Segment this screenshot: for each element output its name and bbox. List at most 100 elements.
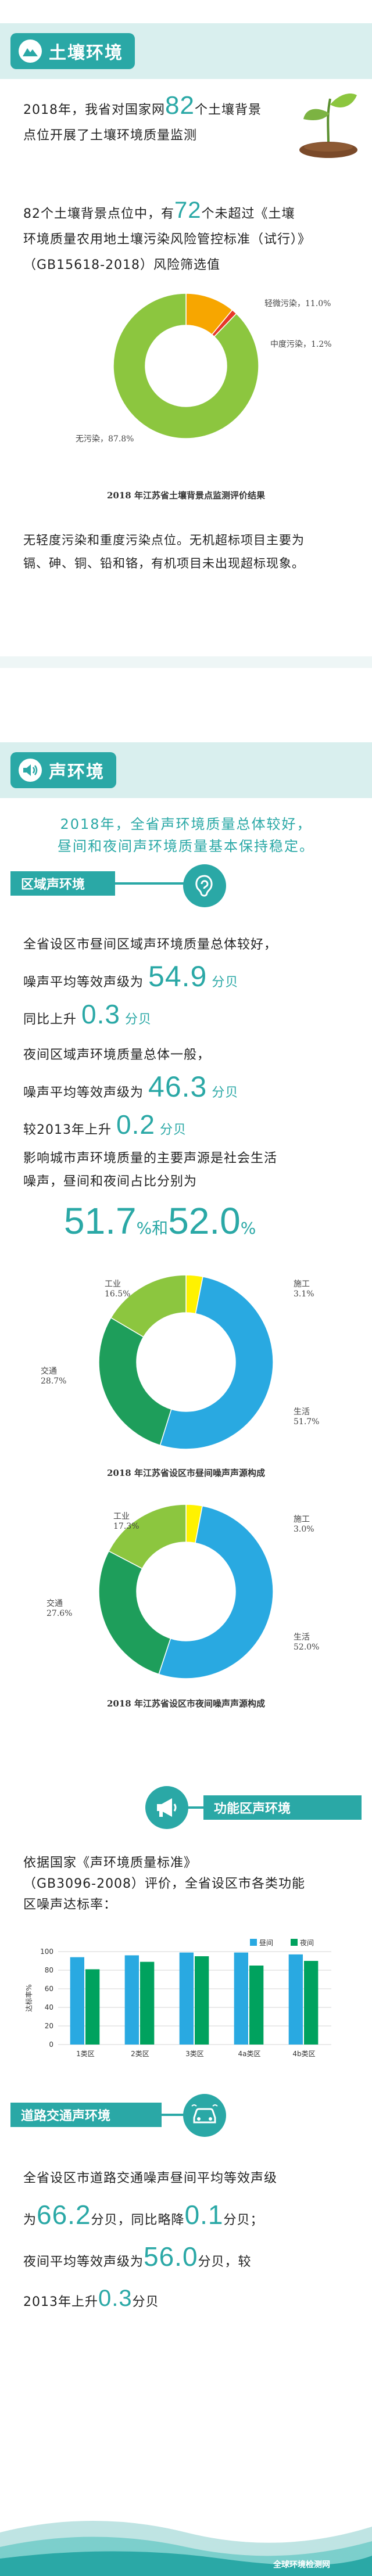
day-label-traffic: 交通 28.7% [41, 1367, 67, 1386]
y-tick-label: 100 [40, 1948, 53, 1956]
regional-n3-a: 较2013年上升 [23, 1123, 112, 1137]
road-r2-a: 为 [23, 2213, 37, 2227]
bar-night [140, 1961, 155, 2045]
regional-night-value: 46.3 [148, 1070, 208, 1103]
functional-text: 依据国家《声环境质量标准》 （GB3096-2008）评价，全省设区市各类功能 … [23, 1853, 366, 1916]
road-day-change: 0.1 [184, 2200, 224, 2230]
megaphone-icon [145, 1786, 188, 1829]
footer-wave [0, 2521, 372, 2576]
regional-percentages: 51.7%和52.0% [64, 1199, 355, 1242]
soil-title: 土壤环境 [49, 43, 123, 63]
bar-night [85, 1969, 100, 2045]
regional-night-text: 夜间区域声环境质量总体一般， 噪声平均等效声级为 46.3 分贝 较2013年上… [23, 1040, 366, 1146]
speaker-icon [19, 759, 42, 782]
regional-source-text: 影响城市声环境质量的主要声源是社会生活 噪声，昼间和夜间占比分别为 [23, 1147, 366, 1194]
road-text: 全省设区市道路交通噪声昼间平均等效声级 为66.2分贝，同比略降0.1分贝； 夜… [23, 2161, 366, 2320]
day-slice-1 [159, 1276, 274, 1450]
soil-p2-num: 72 [174, 197, 202, 223]
regional-night-change: 0.2 [116, 1109, 155, 1140]
watermark: 全球环境检测网 [273, 2560, 330, 2570]
regional-d2-a: 噪声平均等效声级为 [23, 975, 144, 990]
y-axis-label: 达标率% [24, 1984, 33, 2011]
legend-swatch [291, 1939, 298, 1946]
tab-functional-noise: 功能区声环境 [203, 1795, 362, 1820]
road-day-value: 66.2 [37, 2200, 91, 2230]
regional-n2-a: 噪声平均等效声级为 [23, 1086, 144, 1100]
y-tick-label: 60 [45, 1985, 53, 1993]
pct-night-value: 52.0 [168, 1200, 241, 1242]
regional-day-text: 全省设区市昼间区域声环境质量总体较好， 噪声平均等效声级为 54.9 分贝 同比… [23, 929, 366, 1036]
regional-night-unit: 分贝 [212, 1086, 239, 1100]
noise-summary-1: 2018年，全省声环境质量总体较好， [60, 816, 312, 832]
regional-day-change-unit: 分贝 [124, 1012, 152, 1027]
y-tick-label: 20 [45, 2022, 53, 2030]
bar-day [179, 1952, 194, 2045]
road-r3-b: 分贝，较 [198, 2255, 252, 2269]
x-tick-label: 4a类区 [238, 2050, 261, 2058]
regional-tab-line [115, 882, 185, 885]
day-chart-caption: 2018 年江苏省设区市昼间噪声声源构成 [107, 1468, 265, 1478]
bar-day [234, 1952, 248, 2045]
soil-conclusion-1: 无轻度污染和重度污染点位。无机超标项目主要为 [23, 533, 305, 547]
road-night-change: 0.3 [98, 2286, 133, 2311]
functional-tab-line [187, 1806, 203, 1809]
x-tick-label: 4b类区 [292, 2050, 315, 2058]
pct-and: 和 [152, 1219, 169, 1238]
y-tick-label: 0 [49, 2040, 53, 2049]
regional-day-change: 0.3 [81, 999, 120, 1029]
soil-label-none: 无污染，87.8% [76, 434, 134, 444]
soil-intro-num: 82 [165, 91, 195, 120]
bar-night [304, 1961, 319, 2045]
soil-label-medium: 中度污染，1.2% [270, 340, 332, 349]
night-label-life: 生活 52.0% [294, 1633, 320, 1652]
pct-day-sign: % [136, 1219, 152, 1238]
day-label-construction: 施工 3.1% [294, 1280, 314, 1299]
day-slice-3 [110, 1274, 187, 1338]
soil-p2-a: 82个土壤背景点位中，有 [23, 207, 174, 221]
road-r4-b: 分贝 [132, 2295, 159, 2309]
noise-summary-2: 昼间和夜间声环境质量基本保持稳定。 [58, 838, 314, 854]
y-tick-label: 80 [45, 1966, 53, 1974]
x-tick-label: 3类区 [185, 2050, 204, 2058]
soil-label-light: 轻微污染，11.0% [264, 299, 331, 308]
legend-label: 昼间 [259, 1939, 273, 1947]
night-noise-donut-chart [98, 1504, 274, 1679]
regional-s1: 影响城市声环境质量的主要声源是社会生活 [23, 1151, 278, 1166]
regional-s2: 噪声，昼间和夜间占比分别为 [23, 1174, 198, 1189]
soil-chart-caption: 2018 年江苏省土壤背景点监测评价结果 [107, 490, 265, 501]
ear-icon [183, 864, 226, 907]
soil-p2-line2: 环境质量农用地土壤污染风险管控标准（试行）》 [23, 232, 312, 247]
soil-paragraph: 82个土壤背景点位中，有72个未超过《土壤 环境质量农用地土壤污染风险管控标准（… [23, 197, 355, 278]
night-slice-1 [158, 1505, 274, 1679]
soil-donut-chart [113, 293, 259, 439]
night-label-industry: 工业 17.3% [113, 1512, 140, 1531]
soil-conclusion: 无轻度污染和重度污染点位。无机超标项目主要为 镉、砷、铜、铅和铬，有机项目未出现… [23, 529, 360, 575]
day-noise-donut-chart [98, 1274, 274, 1450]
day-slice-2 [98, 1317, 172, 1446]
soil-intro-b: 个土壤背景 [194, 103, 262, 117]
pct-day-value: 51.7 [64, 1200, 137, 1242]
night-label-traffic: 交通 27.6% [46, 1599, 73, 1618]
noise-summary: 2018年，全省声环境质量总体较好， 昼间和夜间声环境质量基本保持稳定。 [0, 813, 372, 857]
tab-road-noise: 道路交通声环境 [10, 2103, 162, 2127]
road-r1: 全省设区市道路交通噪声昼间平均等效声级 [23, 2171, 278, 2186]
regional-d3-a: 同比上升 [23, 1012, 77, 1027]
functional-p1: 依据国家《声环境质量标准》 [23, 1856, 198, 1870]
noise-header-badge: 声环境 [10, 752, 116, 788]
day-label-industry: 工业 16.5% [105, 1280, 131, 1299]
soil-intro-a: 2018年，我省对国家网 [23, 103, 165, 117]
regional-n1: 夜间区域声环境质量总体一般， [23, 1048, 211, 1062]
car-icon [183, 2094, 226, 2137]
sprout-icon [296, 87, 360, 163]
regional-night-change-unit: 分贝 [159, 1123, 187, 1137]
road-r4-a: 2013年上升 [23, 2295, 98, 2309]
y-tick-label: 40 [45, 2003, 53, 2011]
legend-label: 夜间 [300, 1938, 314, 1947]
bar-night [249, 1966, 264, 2045]
regional-day-value: 54.9 [148, 960, 208, 993]
road-night-value: 56.0 [144, 2241, 198, 2272]
road-tab-line [162, 2114, 185, 2116]
night-slice-3 [108, 1504, 187, 1569]
soil-p2-line3: （GB15618-2018）风险筛选值 [23, 258, 221, 272]
soil-header-badge: 土壤环境 [10, 33, 135, 69]
